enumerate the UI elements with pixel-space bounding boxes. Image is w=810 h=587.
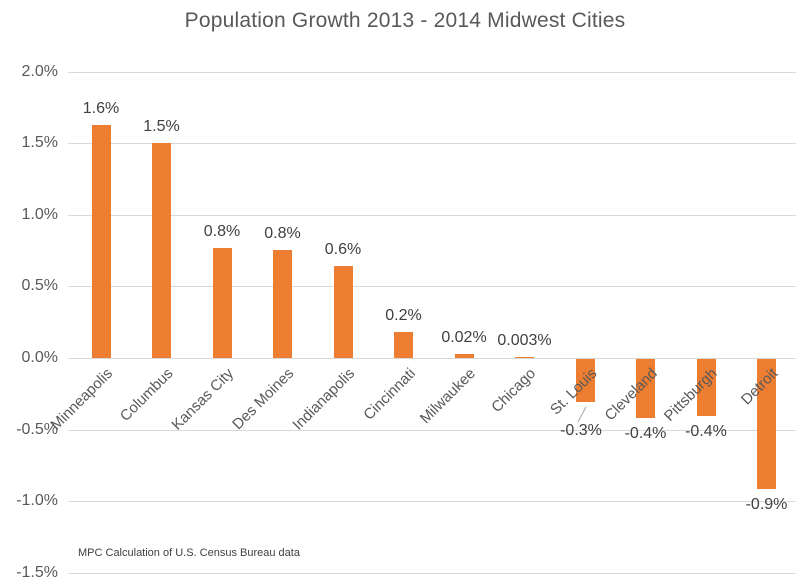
- x-axis-category-label: Des Moines: [229, 365, 298, 434]
- source-note: MPC Calculation of U.S. Census Bureau da…: [78, 547, 300, 559]
- bar-value-label: 0.6%: [324, 241, 362, 259]
- gridline: [68, 429, 796, 431]
- bar-value-label: 0.02%: [441, 329, 487, 347]
- y-axis-tick-label: 1.0%: [21, 205, 58, 223]
- y-axis-tick-label: 1.5%: [21, 134, 58, 152]
- x-axis-category-label: Milwaukee: [416, 365, 480, 428]
- gridline: [68, 286, 796, 288]
- bar: [152, 143, 171, 358]
- bar-value-label: -0.4%: [624, 424, 667, 442]
- leader-line: [577, 405, 591, 423]
- bar-value-label: -0.4%: [685, 423, 727, 441]
- bar: [273, 249, 292, 358]
- y-axis-tick-label: -0.5%: [16, 420, 58, 438]
- bar: [212, 247, 232, 358]
- bar: [454, 354, 474, 358]
- gridline: [68, 214, 796, 216]
- gridline: [68, 143, 796, 145]
- bar-value-label: 0.2%: [385, 306, 422, 324]
- bar: [91, 124, 111, 358]
- y-axis-tick-label: 0.5%: [21, 277, 58, 295]
- x-axis-category-label: Cincinnati: [359, 365, 419, 424]
- x-axis-category-label: Kansas City: [168, 365, 238, 434]
- bar-value-label: -0.3%: [560, 421, 602, 439]
- bar: [696, 359, 716, 417]
- bar: [333, 266, 353, 358]
- bar-value-label: 1.6%: [82, 99, 120, 117]
- bar: [636, 359, 655, 418]
- y-axis-tick-label: -1.5%: [16, 563, 58, 581]
- gridline: [68, 358, 796, 359]
- y-axis-tick-label: 0.0%: [21, 349, 58, 366]
- bar-value-label: 0.8%: [203, 222, 241, 240]
- x-axis-category-label: Chicago: [488, 365, 540, 416]
- bar-value-label: 1.5%: [143, 118, 180, 136]
- gridline: [68, 71, 796, 73]
- x-axis-category-label: Minneapolis: [47, 365, 117, 434]
- chart-title: Population Growth 2013 - 2014 Midwest Ci…: [184, 9, 626, 32]
- bar: [515, 357, 534, 358]
- bar-value-label: 0.003%: [497, 332, 552, 350]
- bar: [394, 331, 413, 358]
- gridline: [68, 501, 796, 503]
- gridline: [68, 572, 796, 574]
- y-axis-tick-label: 2.0%: [21, 62, 58, 80]
- bar: [757, 359, 776, 489]
- x-axis-category-label: Indianapolis: [289, 365, 359, 434]
- bar-value-label: -0.9%: [745, 495, 788, 513]
- bar: [575, 359, 595, 402]
- y-axis-tick-label: -1.0%: [16, 492, 58, 510]
- bar-value-label: 0.8%: [264, 224, 301, 242]
- x-axis-category-label: Columbus: [116, 365, 177, 425]
